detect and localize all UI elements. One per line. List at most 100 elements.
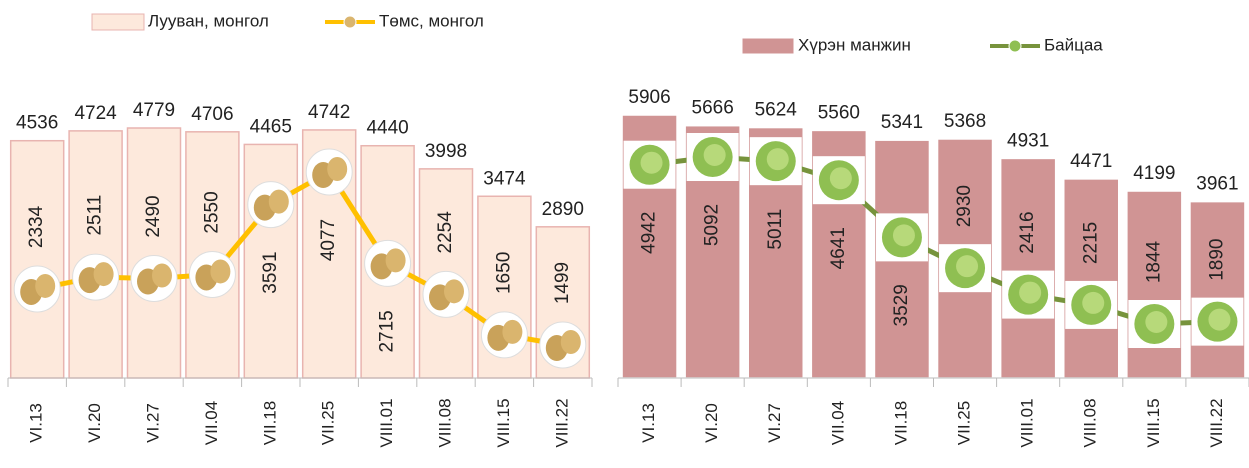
chart: Хүрэн манжинБайцаа5906566656245560534153… bbox=[618, 35, 1249, 447]
bar-value-label: 4465 bbox=[250, 116, 292, 137]
cabbage-icon bbox=[893, 224, 915, 246]
bar-value-label: 4536 bbox=[16, 113, 58, 134]
x-tick-label: VIII.01 bbox=[1018, 398, 1037, 447]
cabbage-icon bbox=[1145, 311, 1167, 333]
x-tick-label: VIII.15 bbox=[1144, 398, 1163, 447]
bar-value-label: 5560 bbox=[818, 102, 860, 123]
legend-label: Лууван, монгол bbox=[148, 11, 269, 30]
bar bbox=[128, 128, 181, 378]
potato-icon bbox=[502, 320, 522, 344]
potato-icon bbox=[35, 274, 55, 298]
bar-value-label: 4779 bbox=[133, 100, 175, 121]
line-point bbox=[1002, 271, 1054, 319]
line-value-label: 5092 bbox=[702, 204, 723, 246]
x-tick-label: VII.04 bbox=[828, 401, 847, 445]
x-tick-label: VI.27 bbox=[765, 403, 784, 443]
line-point bbox=[73, 254, 119, 300]
potato-icon bbox=[386, 248, 406, 272]
line-point bbox=[365, 240, 411, 286]
cabbage-icon bbox=[1208, 309, 1230, 331]
line-point bbox=[248, 182, 294, 228]
x-tick-label: VI.13 bbox=[639, 403, 658, 443]
bar bbox=[1127, 191, 1182, 378]
potato-icon bbox=[210, 259, 230, 283]
bar-value-label: 3961 bbox=[1196, 174, 1238, 195]
line-point bbox=[876, 213, 928, 261]
bar bbox=[11, 141, 64, 378]
line-point bbox=[1128, 300, 1180, 348]
x-tick-label: VI.20 bbox=[85, 403, 104, 443]
potato-icon bbox=[444, 279, 464, 303]
line-value-label: 2416 bbox=[1017, 211, 1038, 253]
line-point bbox=[189, 251, 235, 297]
line-value-label: 4942 bbox=[639, 212, 660, 254]
line-value-label: 1890 bbox=[1206, 238, 1227, 280]
line-value-label: 2715 bbox=[377, 310, 398, 352]
line-point bbox=[687, 133, 739, 181]
line-point bbox=[306, 149, 352, 195]
bar bbox=[1064, 179, 1119, 378]
potato-icon bbox=[152, 263, 172, 287]
x-tick-label: VIII.08 bbox=[435, 398, 454, 447]
x-tick-label: VIII.08 bbox=[1081, 398, 1100, 447]
chart: Лууван, монгол Төмс, монгол 4536 4724 4779 47… bbox=[8, 11, 592, 447]
x-tick-label: VIII.01 bbox=[377, 398, 396, 447]
line-point bbox=[14, 266, 60, 312]
line-point bbox=[1065, 281, 1117, 329]
x-tick-label: VII.18 bbox=[260, 401, 279, 445]
legend-swatch bbox=[92, 14, 144, 30]
line-point bbox=[624, 141, 676, 189]
bar-value-label: 4706 bbox=[191, 104, 233, 125]
bar-value-label: 4742 bbox=[308, 102, 350, 123]
legend-label: Хүрэн манжин bbox=[798, 35, 911, 54]
line-point bbox=[540, 322, 586, 368]
legend-icon bbox=[344, 16, 356, 28]
cabbage-icon bbox=[956, 255, 978, 277]
bar-value-label: 5906 bbox=[628, 87, 670, 108]
cabbage-icon bbox=[1082, 292, 1104, 314]
legend-label: Төмс, монгол bbox=[379, 11, 484, 30]
potato-icon bbox=[269, 190, 289, 214]
line-value-label: 2511 bbox=[85, 195, 106, 236]
line-point bbox=[131, 255, 177, 301]
line-value-label: 1844 bbox=[1143, 240, 1164, 283]
bar-value-label: 4199 bbox=[1133, 163, 1175, 184]
bar-value-label: 4724 bbox=[74, 103, 117, 124]
potato-icon bbox=[94, 262, 114, 286]
potato-icon bbox=[327, 157, 347, 181]
cabbage-icon bbox=[767, 148, 789, 170]
cabbage-icon bbox=[704, 144, 726, 166]
bar bbox=[1001, 158, 1056, 378]
line-value-label: 2550 bbox=[201, 191, 222, 233]
x-tick-label: VI.20 bbox=[702, 403, 721, 443]
line-value-label: 4641 bbox=[828, 227, 849, 269]
x-tick-label: VII.25 bbox=[319, 401, 338, 445]
cabbage-icon bbox=[830, 167, 852, 189]
line-value-label: 5011 bbox=[765, 209, 786, 250]
x-tick-label: VII.25 bbox=[955, 401, 974, 445]
x-tick-label: VIII.22 bbox=[552, 398, 571, 447]
line-point bbox=[423, 271, 469, 317]
bar bbox=[1190, 202, 1245, 378]
line-value-label: 2334 bbox=[26, 205, 47, 248]
line-value-label: 3529 bbox=[891, 284, 912, 326]
line-value-label: 1499 bbox=[552, 262, 573, 304]
x-tick-label: VIII.15 bbox=[494, 398, 513, 447]
legend-label: Байцаа bbox=[1044, 35, 1103, 54]
bar-value-label: 4931 bbox=[1007, 130, 1049, 151]
x-tick-label: VI.13 bbox=[27, 403, 46, 443]
bar-value-label: 3474 bbox=[483, 168, 526, 189]
cabbage-icon bbox=[1019, 282, 1041, 304]
line-point bbox=[939, 244, 991, 292]
bar-value-label: 4440 bbox=[366, 118, 408, 139]
legend-icon bbox=[1009, 40, 1021, 52]
line-value-label: 3591 bbox=[260, 251, 281, 293]
bar-value-label: 3998 bbox=[425, 141, 467, 162]
x-tick-label: VII.04 bbox=[202, 401, 221, 445]
bar-value-label: 5666 bbox=[692, 98, 734, 119]
cabbage-icon bbox=[641, 152, 663, 174]
potato-icon bbox=[561, 330, 581, 354]
x-tick-label: VIII.22 bbox=[1207, 398, 1226, 447]
line-value-label: 2930 bbox=[954, 185, 975, 227]
line-value-label: 1650 bbox=[493, 252, 514, 294]
